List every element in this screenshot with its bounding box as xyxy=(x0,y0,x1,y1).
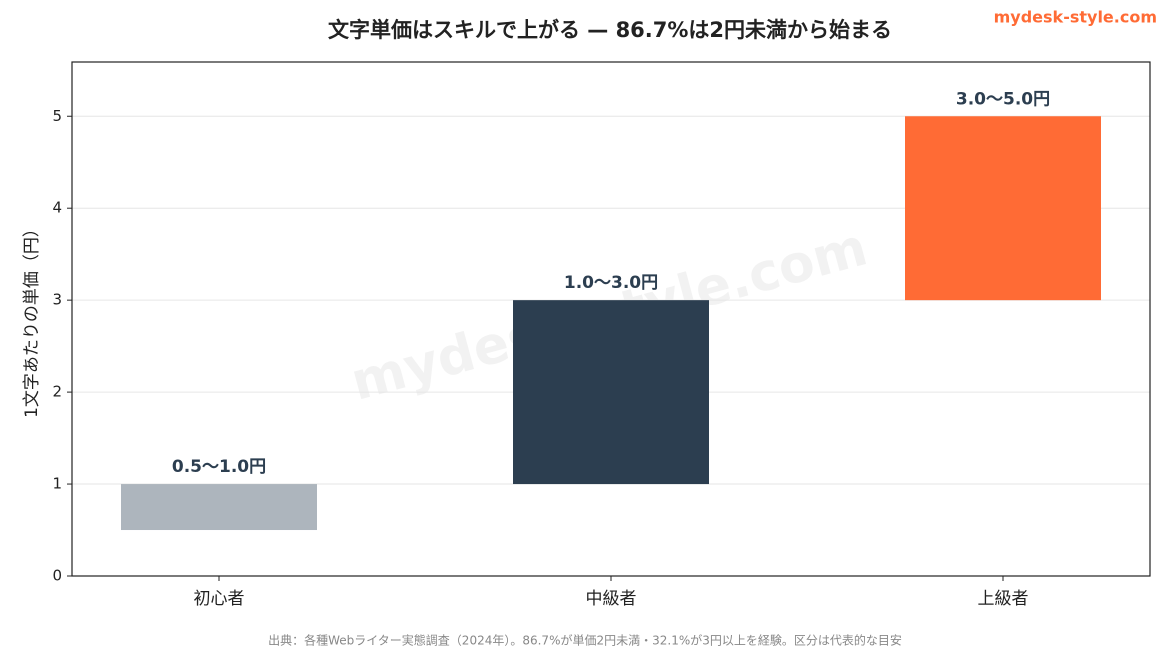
bar xyxy=(121,484,317,531)
brand: mydesk-style.com xyxy=(994,8,1157,27)
value-label: 3.0〜5.0円 xyxy=(956,89,1050,109)
value-label: 0.5〜1.0円 xyxy=(172,457,266,477)
x-tick-label: 初心者 xyxy=(194,589,245,609)
y-tick-label: 2 xyxy=(52,383,62,401)
plot-frame xyxy=(71,61,1151,577)
chart-title: 文字単価はスキルで上がる — 86.7%は2円未満から始まる xyxy=(328,18,892,42)
bar xyxy=(513,300,709,485)
x-tick-label: 中級者 xyxy=(586,589,637,609)
source-note: 出典：各種Webライター実態調査（2024年）。86.7%が単価2円未満・32.… xyxy=(268,633,902,648)
y-tick-label: 1 xyxy=(52,475,62,493)
y-tick-label: 0 xyxy=(52,567,62,585)
value-label: 1.0〜3.0円 xyxy=(564,273,658,293)
y-axis-label: 1文字あたりの単価（円） xyxy=(22,220,42,418)
y-tick-label: 3 xyxy=(52,291,62,309)
y-tick-label: 5 xyxy=(52,107,62,125)
x-tick-label: 上級者 xyxy=(978,589,1029,609)
y-tick-label: 4 xyxy=(52,199,62,217)
bar xyxy=(905,116,1101,301)
